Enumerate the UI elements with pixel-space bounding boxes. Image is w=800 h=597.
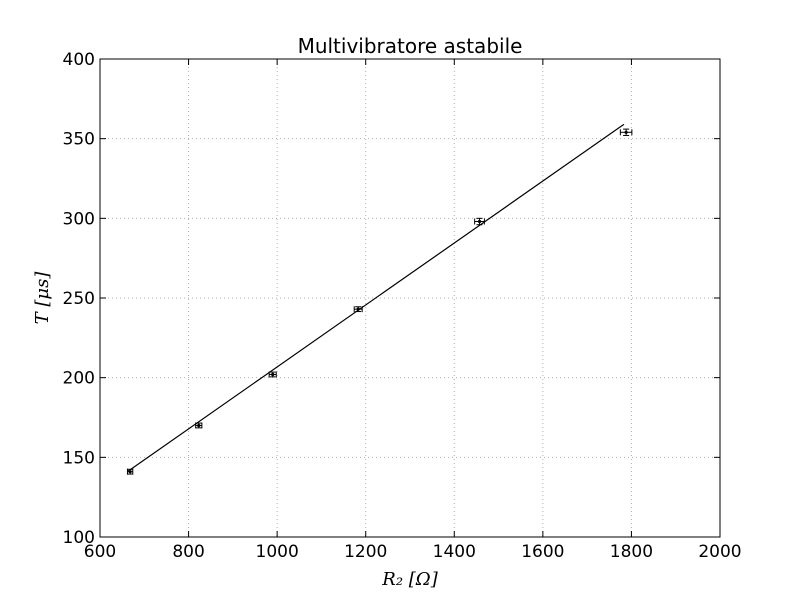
data-point [353,306,363,313]
point-marker [197,423,201,428]
x-tick-label: 1800 [610,542,653,562]
fit-line [127,123,625,473]
y-tick-label: 100 [63,528,95,548]
y-tick-label: 250 [63,289,95,309]
point-marker [356,307,360,311]
x-tick-label: 1400 [433,542,476,562]
data-points [126,128,633,475]
data-point [195,422,203,429]
y-axis-label: T [μs] [32,271,53,325]
grid [99,58,721,538]
x-axis-label: R₂ [Ω] [381,569,438,590]
point-marker [624,130,628,134]
point-marker [477,219,482,224]
y-tick-label: 400 [63,50,95,70]
x-tick-label: 600 [84,542,116,562]
x-tick-label: 800 [172,542,204,562]
chart-title: Multivibratore astabile [298,34,523,58]
y-tick-label: 350 [63,130,95,150]
point-marker [128,470,132,474]
y-tick-label: 150 [63,448,95,468]
x-tick-label: 1600 [521,542,564,562]
data-point [474,217,485,226]
y-tick-label: 300 [63,209,95,229]
y-axis-ticks: 100 150 200 250 300 350 400 [63,50,720,548]
x-tick-label: 1000 [256,542,299,562]
data-point [619,128,633,136]
x-axis-ticks: 600 800 1000 1200 1400 1600 1800 2000 [84,59,742,562]
point-marker [271,372,275,377]
data-point [268,371,277,378]
y-tick-label: 200 [63,369,95,389]
x-tick-label: 1200 [344,542,387,562]
x-tick-label: 2000 [698,542,741,562]
data-point [126,468,134,475]
